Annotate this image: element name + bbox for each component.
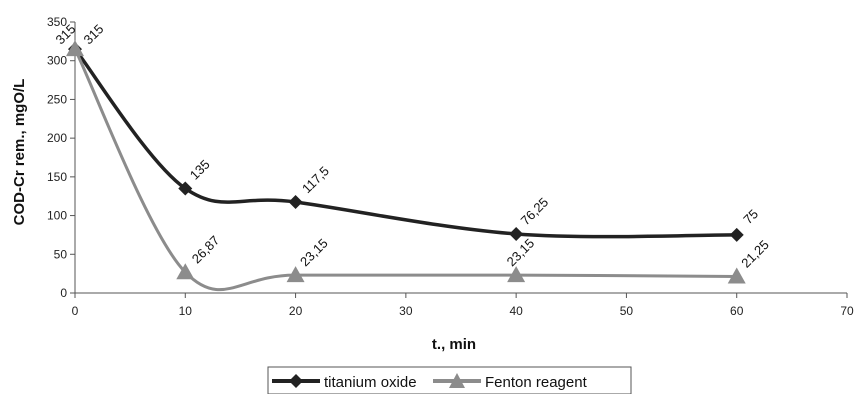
y-tick-label: 250 — [47, 92, 67, 106]
y-tick-label: 50 — [54, 247, 68, 261]
data-point-titanium-oxide — [178, 181, 193, 196]
data-label-fenton-reagent: 23,15 — [297, 236, 331, 270]
x-axis-title: t., min — [432, 336, 476, 353]
legend-triangle-icon — [449, 373, 465, 388]
x-tick-label: 20 — [289, 304, 303, 318]
data-label-fenton-reagent: 26,87 — [189, 233, 223, 267]
legend-diamond-icon — [289, 374, 303, 388]
data-label-fenton-reagent: 23,15 — [504, 236, 538, 270]
x-tick-label: 70 — [840, 304, 854, 318]
data-point-titanium-oxide — [288, 195, 303, 210]
series-line-titanium-oxide — [73, 48, 737, 239]
x-tick-label: 10 — [179, 304, 193, 318]
y-tick-label: 350 — [47, 15, 67, 29]
data-label-titanium-oxide: 315 — [81, 21, 107, 47]
y-tick-label: 0 — [60, 286, 67, 300]
legend: titanium oxide Fenton reagent — [267, 366, 632, 394]
y-axis-title: COD-Cr rem., mgO/L — [11, 79, 28, 226]
y-tick-label: 200 — [47, 131, 67, 145]
series-line-fenton-reagent — [73, 48, 737, 291]
legend-label-titanium-oxide: titanium oxide — [324, 374, 417, 391]
data-point-fenton-reagent — [727, 267, 746, 284]
data-label-titanium-oxide: 75 — [740, 206, 761, 227]
x-tick-label: 60 — [730, 304, 744, 318]
x-tick-label: 30 — [399, 304, 413, 318]
data-point-fenton-reagent — [176, 263, 195, 280]
data-label-titanium-oxide: 76,25 — [518, 194, 552, 228]
data-point-fenton-reagent — [507, 266, 526, 283]
data-point-fenton-reagent — [286, 266, 305, 283]
x-tick-label: 50 — [620, 304, 634, 318]
legend-label-fenton-reagent: Fenton reagent — [485, 374, 588, 391]
y-tick-label: 100 — [47, 209, 67, 223]
y-tick-label: 300 — [47, 54, 67, 68]
data-label-fenton-reagent: 21,25 — [738, 237, 772, 271]
data-label-titanium-oxide: 135 — [187, 157, 213, 183]
data-point-fenton-reagent — [66, 40, 84, 57]
series-layer — [66, 40, 746, 291]
data-point-titanium-oxide — [509, 226, 524, 241]
data-label-titanium-oxide: 117,5 — [299, 163, 332, 196]
x-tick-label: 0 — [72, 304, 79, 318]
x-tick-label: 40 — [509, 304, 523, 318]
y-tick-label: 150 — [47, 170, 67, 184]
axes: 0 50 100 150 200 250 300 350 0 10 20 30 40 50 60 70 — [47, 15, 854, 318]
data-point-titanium-oxide — [729, 227, 744, 242]
